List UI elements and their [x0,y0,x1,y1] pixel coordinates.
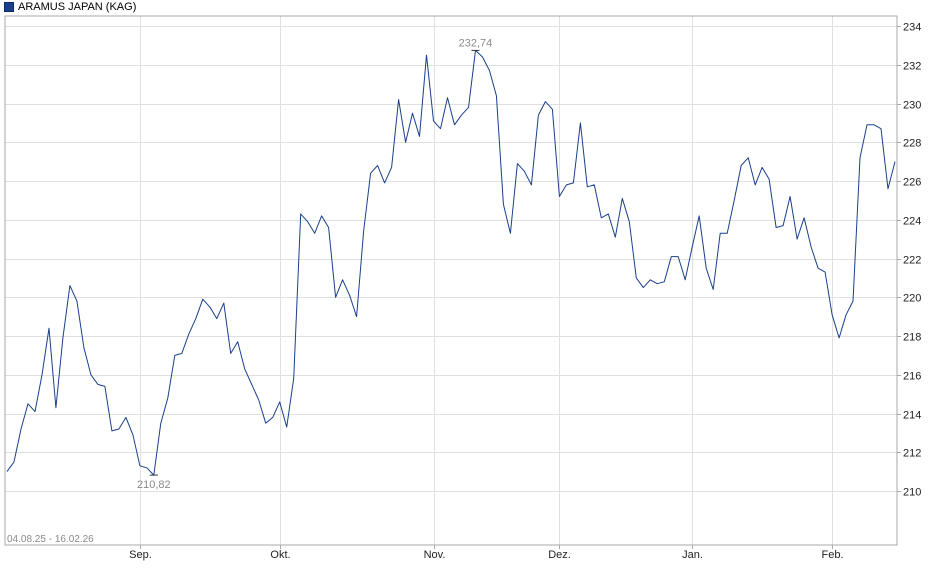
y-axis: 210 212 214 216 218 220 222 224 226 228 230 232 234 [897,22,921,499]
grid [5,16,897,545]
y-tick-label: 224 [903,216,921,228]
y-tick-label: 214 [903,410,921,422]
x-tick-label: Feb. [821,549,843,561]
y-tick-label: 228 [903,138,921,150]
annotation-label: 232,74 [459,37,493,49]
x-axis: Sep. Okt. Nov. Dez. Jan. Feb. [129,545,844,561]
y-tick-label: 226 [903,177,921,189]
legend: ARAMUS JAPAN (KAG) [4,0,136,14]
y-tick-label: 230 [903,100,921,112]
plot-frame [4,15,898,546]
x-tick-label: Nov. [424,549,446,561]
x-tick-label: Sep. [129,549,152,561]
y-tick-label: 218 [903,332,921,344]
y-tick-label: 232 [903,61,921,73]
y-tick-label: 220 [903,293,921,305]
legend-swatch [4,2,14,12]
annotation-label: 210,82 [137,479,171,491]
y-tick-label: 222 [903,255,921,267]
y-tick-label: 216 [903,371,921,383]
y-tick-label: 234 [903,22,921,34]
y-tick-label: 210 [903,487,921,499]
annotations: 232,74 210,82 [137,37,492,491]
y-tick-label: 212 [903,448,921,460]
series-layer [6,49,896,476]
date-range-label: 04.08.25 - 16.02.26 [7,534,94,545]
x-tick-label: Okt. [270,549,290,561]
x-tick-label: Jan. [682,549,703,561]
x-tick-label: Dez. [548,549,571,561]
legend-label: ARAMUS JAPAN (KAG) [18,1,137,13]
series-line [6,49,896,476]
